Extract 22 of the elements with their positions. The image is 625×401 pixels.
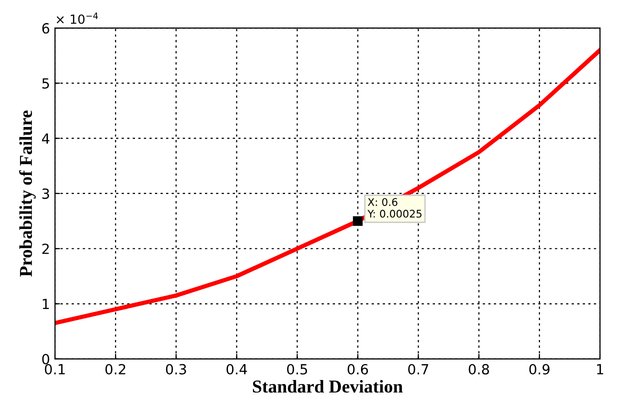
x-tick-label: 1 [597, 364, 604, 374]
x-tick-label: 0.9 [529, 364, 550, 375]
y-tick-label: 5 [42, 78, 49, 89]
x-tick-label: 0.2 [105, 364, 126, 375]
y-tick-label: 2 [42, 244, 49, 254]
y-tick-label: 1 [42, 298, 49, 310]
y-tick-label: 3 [42, 188, 50, 199]
x-tick-label: 0.5 [287, 364, 308, 375]
x-tick-label: 0.8 [468, 364, 489, 375]
y-tick-label: 6 [42, 23, 50, 34]
y-tick-label: 0 [42, 354, 50, 364]
x-tick-label: 0.4 [226, 364, 247, 375]
x-tick-label: 0.7 [408, 364, 428, 375]
x-tick-label: 0.1 [44, 364, 65, 375]
x-tick-label: 0.6 [348, 364, 368, 375]
x-axis-title: Standard Deviation [252, 380, 403, 393]
y-axis-title: Probability of Failure [19, 110, 36, 277]
line-series [55, 48, 600, 326]
y-tick-label: 4 [42, 133, 50, 144]
text: × 10$^{−4}$ [56, 12, 98, 24]
x-tick-label: 0.3 [166, 364, 186, 375]
annotation: X: 0.6 Y: 0.00025 [367, 198, 422, 218]
